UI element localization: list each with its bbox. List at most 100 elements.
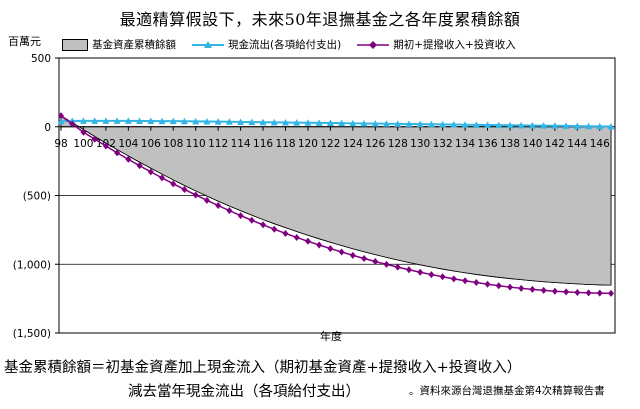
outflow-point-0 [57, 117, 65, 125]
outflow-point-31 [405, 120, 413, 127]
outflow-point-36 [461, 121, 469, 128]
x-tick-label-13: 124 [343, 138, 363, 150]
y-tick-label-4: (1,500) [13, 328, 51, 340]
inflow-point-45 [563, 288, 570, 296]
outflow-point-9 [158, 117, 166, 125]
x-tick-label-9: 116 [253, 138, 273, 150]
inflow-point-22 [304, 237, 311, 245]
x-tick-label-5: 108 [163, 138, 183, 150]
x-tick-label-0: 98 [54, 138, 67, 150]
outflow-point-10 [169, 117, 177, 125]
outflow-point-27 [360, 119, 368, 127]
legend-label-outflow: 現金流出(各項給付支出) [228, 39, 342, 51]
inflow-point-14 [215, 202, 222, 210]
y-tick-label-1: 0 [44, 122, 51, 134]
x-tick-label-19: 136 [478, 138, 498, 150]
formula-line-1: 基金累積餘額＝初基金資產加上現金流入（期初基金資產+提撥收入+投資收入） [4, 356, 521, 377]
inflow-point-9 [159, 174, 166, 182]
outflow-point-45 [562, 122, 570, 129]
outflow-point-18 [259, 118, 267, 126]
outflow-point-5 [113, 117, 121, 124]
x-tick-label-24: 146 [590, 138, 610, 150]
inflow-point-10 [170, 180, 177, 188]
outflow-point-39 [495, 121, 503, 129]
x-tick-label-17: 132 [433, 138, 453, 150]
x-tick-label-15: 128 [388, 138, 408, 150]
inflow-point-36 [462, 277, 469, 285]
y-tick-label-2: (500) [23, 191, 51, 203]
outflow-point-20 [281, 118, 289, 126]
outflow-point-34 [439, 120, 447, 128]
outflow-point-12 [192, 117, 200, 125]
outflow-point-33 [427, 120, 435, 128]
x-tick-label-22: 142 [545, 138, 565, 150]
formula-line-2: 減去當年現金流出（各項給付支出） [128, 384, 360, 400]
y-axis-unit-label: 百萬元 [8, 35, 41, 48]
outflow-point-14 [214, 118, 222, 125]
legend: 基金資產累積餘額 現金流出(各項給付支出) 期初+提撥收入+投資收入 [62, 37, 532, 52]
outflow-point-49 [607, 122, 615, 130]
inflow-point-27 [361, 254, 368, 262]
x-tick-label-6: 110 [186, 138, 206, 150]
outflow-point-43 [540, 122, 548, 129]
inflow-point-12 [192, 191, 199, 199]
x-tick-label-16: 130 [410, 138, 430, 150]
x-tick-label-4: 106 [141, 138, 161, 150]
outflow-point-6 [124, 117, 132, 124]
series-area-asset-fill [60, 115, 612, 286]
inflow-point-44 [551, 287, 558, 295]
inflow-point-20 [282, 229, 289, 237]
outflow-point-25 [338, 119, 346, 127]
x-tick-label-8: 114 [231, 138, 251, 150]
x-axis-label: 年度 [320, 330, 342, 343]
legend-item-asset: 基金資產累積餘額 [62, 37, 176, 52]
inflow-point-28 [372, 258, 379, 265]
inflow-point-26 [349, 251, 356, 259]
inflow-point-25 [338, 248, 345, 256]
outflow-point-17 [248, 118, 256, 126]
outflow-point-38 [484, 121, 492, 128]
x-tick-label-7: 112 [208, 138, 228, 150]
inflow-point-35 [450, 275, 457, 283]
outflow-point-22 [304, 119, 312, 126]
outflow-point-3 [91, 117, 99, 124]
inflow-point-24 [327, 245, 334, 253]
formula-rhs: 初基金資產加上現金流入（期初基金資產+提撥收入+投資收入） [105, 360, 522, 376]
chart-title: 最適精算假設下，未來50年退撫基金之各年度累積餘額 [119, 10, 521, 29]
inflow-point-6 [125, 155, 132, 163]
inflow-point-43 [540, 286, 547, 294]
inflow-point-3 [91, 135, 98, 143]
y-tick-label-0: 500 [31, 53, 51, 65]
outflow-point-19 [270, 118, 278, 126]
inflow-point-23 [316, 241, 323, 249]
outflow-point-42 [528, 122, 536, 129]
inflow-point-41 [518, 284, 525, 292]
outflow-point-40 [506, 121, 514, 129]
inflow-point-5 [114, 149, 121, 157]
x-tick-label-20: 138 [500, 138, 520, 150]
inflow-point-7 [136, 162, 143, 170]
inflow-point-40 [506, 283, 513, 291]
outflow-point-16 [237, 118, 245, 125]
inflow-point-8 [147, 168, 154, 176]
outflow-point-24 [326, 119, 334, 127]
outflow-point-26 [349, 119, 357, 127]
formula-lhs: 基金累積餘額 [4, 360, 91, 376]
inflow-point-17 [248, 216, 255, 224]
outflow-point-15 [225, 118, 233, 125]
x-tick-label-3: 104 [118, 138, 138, 150]
inflow-point-30 [394, 263, 401, 271]
x-tick-label-23: 144 [567, 138, 587, 150]
inflow-point-13 [203, 196, 210, 204]
outflow-point-21 [293, 119, 301, 126]
triangle-marker-icon [192, 40, 224, 48]
inflow-point-11 [181, 185, 188, 193]
x-tick-label-21: 140 [522, 138, 542, 150]
outflow-point-46 [573, 122, 581, 130]
inflow-point-18 [260, 221, 267, 229]
inflow-point-37 [473, 279, 480, 287]
x-tick-label-10: 118 [275, 138, 295, 150]
inflow-point-38 [484, 280, 491, 288]
formula-equals: ＝ [91, 360, 106, 376]
